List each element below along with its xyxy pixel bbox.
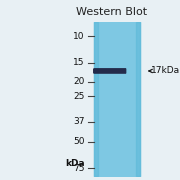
Text: 20: 20 xyxy=(73,77,85,86)
Text: Western Blot: Western Blot xyxy=(76,7,147,17)
Text: 75: 75 xyxy=(73,164,85,173)
Text: 37: 37 xyxy=(73,117,85,126)
Text: 50: 50 xyxy=(73,137,85,146)
Text: 25: 25 xyxy=(73,92,85,101)
Text: 17kDa: 17kDa xyxy=(151,66,180,75)
Text: 15: 15 xyxy=(73,58,85,67)
Text: kDa: kDa xyxy=(65,159,85,168)
Text: 10: 10 xyxy=(73,32,85,41)
